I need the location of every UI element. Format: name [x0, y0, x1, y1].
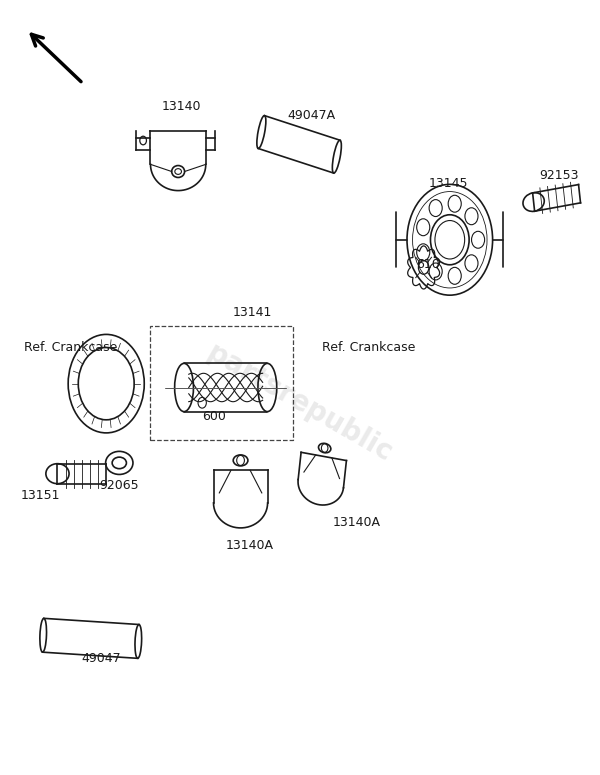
Text: 13140: 13140	[161, 100, 201, 113]
Text: 92153: 92153	[539, 170, 578, 182]
Text: Ref. Crankcase: Ref. Crankcase	[322, 341, 415, 354]
Text: partsrepublic: partsrepublic	[202, 338, 398, 467]
Text: 13141: 13141	[233, 305, 272, 319]
Text: 49047: 49047	[81, 652, 121, 665]
Bar	[150, 326, 293, 440]
Text: 49047A: 49047A	[288, 109, 336, 122]
Text: 92065: 92065	[99, 480, 139, 492]
Text: 610: 610	[416, 258, 440, 271]
Text: 600: 600	[202, 410, 226, 423]
Text: Ref. Crankcase: Ref. Crankcase	[25, 341, 118, 354]
Text: 13145: 13145	[429, 177, 469, 190]
Text: 13151: 13151	[20, 489, 60, 501]
Text: 13140A: 13140A	[332, 515, 380, 529]
Text: 13140A: 13140A	[226, 539, 274, 552]
